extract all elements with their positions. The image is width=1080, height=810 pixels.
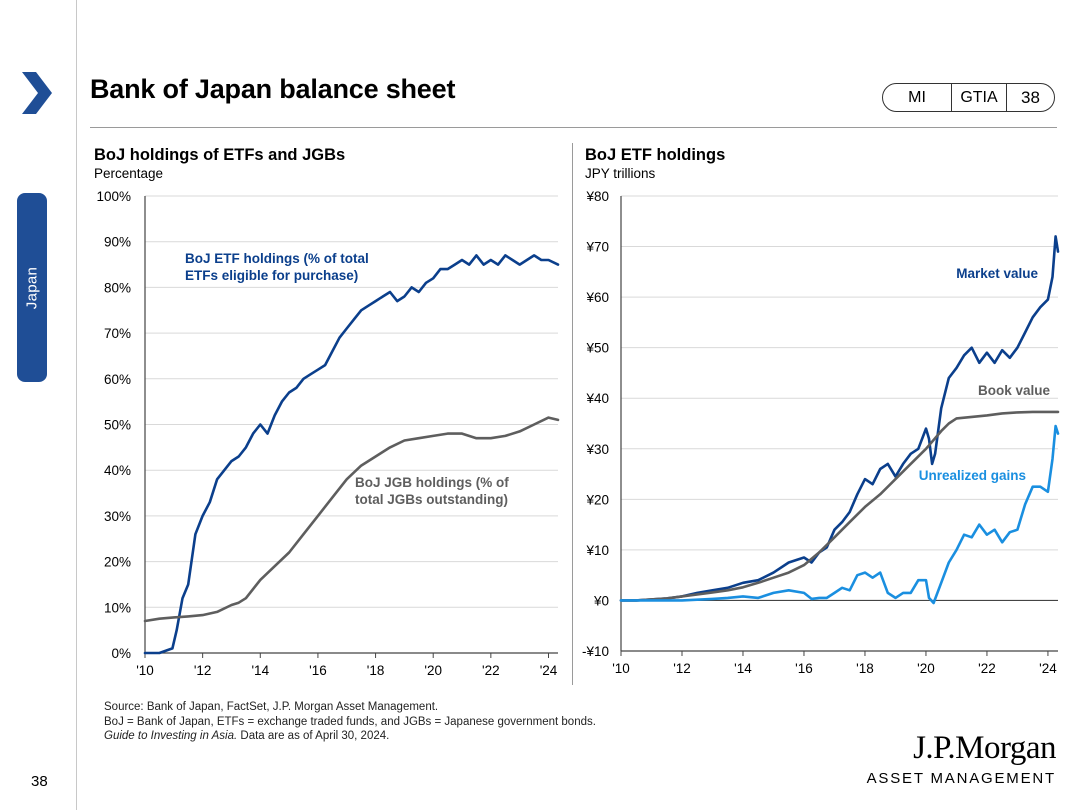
section-pill: MI GTIA 38 xyxy=(882,83,1055,112)
left-x-tick-label: '24 xyxy=(540,663,558,678)
right-y-tick-label: ¥30 xyxy=(585,442,609,457)
left-x-tick-label: '10 xyxy=(136,663,154,678)
footnote-source: Source: Bank of Japan, FactSet, J.P. Mor… xyxy=(104,701,439,713)
logo-wordmark: J.P.Morgan xyxy=(913,730,1056,766)
pill-page-number: 38 xyxy=(1021,87,1040,107)
left-y-tick-label: 100% xyxy=(96,189,131,204)
right-y-tick-label: ¥20 xyxy=(585,492,609,507)
right-chart-title: BoJ ETF holdings xyxy=(585,146,726,164)
left-y-tick-label: 40% xyxy=(104,463,131,478)
right-x-tick-label: '24 xyxy=(1039,661,1057,676)
left-series-label: BoJ ETF holdings (% of total xyxy=(185,251,369,266)
left-y-tick-label: 70% xyxy=(104,326,131,341)
left-series-boj-jgb-holdings-of-total-jgbs-outstanding xyxy=(143,416,560,623)
left-x-tick-label: '14 xyxy=(251,663,269,678)
right-y-tick-label: -¥10 xyxy=(582,644,609,659)
chevron-right-icon xyxy=(22,72,52,114)
left-y-tick-label: 90% xyxy=(104,235,131,250)
left-y-tick-label: 60% xyxy=(104,372,131,387)
right-series-label: Market value xyxy=(956,266,1038,281)
left-x-tick-label: '12 xyxy=(194,663,212,678)
left-x-tick-label: '20 xyxy=(424,663,442,678)
logo-tagline: ASSET MANAGEMENT xyxy=(866,770,1056,787)
right-x-tick-label: '10 xyxy=(612,661,630,676)
right-chart-subtitle: JPY trillions xyxy=(585,166,656,181)
right-x-tick-label: '14 xyxy=(734,661,752,676)
left-margin-rule xyxy=(76,0,77,810)
left-x-tick-label: '18 xyxy=(367,663,385,678)
footnote-definitions: BoJ = Bank of Japan, ETFs = exchange tra… xyxy=(104,715,596,728)
left-chart-title: BoJ holdings of ETFs and JGBs xyxy=(94,146,346,164)
right-y-tick-label: ¥80 xyxy=(585,189,609,204)
pill-gtia[interactable]: GTIA xyxy=(952,84,1007,111)
section-tab-japan[interactable]: Japan xyxy=(17,193,47,382)
footnote: Source: Bank of Japan, FactSet, J.P. Mor… xyxy=(104,700,596,744)
left-y-tick-label: 10% xyxy=(104,600,131,615)
right-series-label: Unrealized gains xyxy=(919,468,1026,483)
charts-divider xyxy=(572,143,573,685)
left-series-label: total JGBs outstanding) xyxy=(355,492,508,507)
left-y-tick-label: 30% xyxy=(104,509,131,524)
left-y-tick-label: 20% xyxy=(104,555,131,570)
page-number: 38 xyxy=(31,773,48,790)
left-series-boj-etf-holdings-of-total-etfs-eligible-for-purchase xyxy=(143,254,560,655)
title-divider xyxy=(90,127,1057,128)
left-y-tick-label: 50% xyxy=(104,418,131,433)
footnote-date: Data are as of April 30, 2024. xyxy=(237,730,390,742)
right-y-tick-label: ¥70 xyxy=(585,240,609,255)
right-y-tick-label: ¥50 xyxy=(585,341,609,356)
right-x-tick-label: '16 xyxy=(795,661,813,676)
left-series-label: BoJ JGB holdings (% of xyxy=(355,475,509,490)
right-y-tick-label: ¥40 xyxy=(585,391,609,406)
right-x-tick-label: '20 xyxy=(917,661,935,676)
right-y-tick-label: ¥0 xyxy=(593,593,609,608)
left-y-tick-label: 80% xyxy=(104,280,131,295)
right-series-book-value xyxy=(619,410,1060,602)
right-series-market-value xyxy=(619,235,1060,602)
left-x-tick-label: '16 xyxy=(309,663,327,678)
jpmorgan-logo: J.P.Morgan ASSET MANAGEMENT xyxy=(866,730,1057,787)
right-y-tick-label: ¥10 xyxy=(585,543,609,558)
right-x-tick-label: '22 xyxy=(978,661,996,676)
page-title: Bank of Japan balance sheet xyxy=(90,74,456,104)
left-chart-subtitle: Percentage xyxy=(94,166,164,181)
right-series-unrealized-gains xyxy=(619,424,1060,605)
pill-mi[interactable]: MI xyxy=(883,84,952,111)
left-x-tick-label: '22 xyxy=(482,663,500,678)
right-y-tick-label: ¥60 xyxy=(585,290,609,305)
left-series-label: ETFs eligible for purchase) xyxy=(185,268,358,283)
footnote-guide-title: Guide to Investing in Asia. xyxy=(104,730,238,742)
right-x-tick-label: '18 xyxy=(856,661,874,676)
left-y-tick-label: 0% xyxy=(111,646,131,661)
right-x-tick-label: '12 xyxy=(673,661,691,676)
right-series-label: Book value xyxy=(978,383,1051,398)
